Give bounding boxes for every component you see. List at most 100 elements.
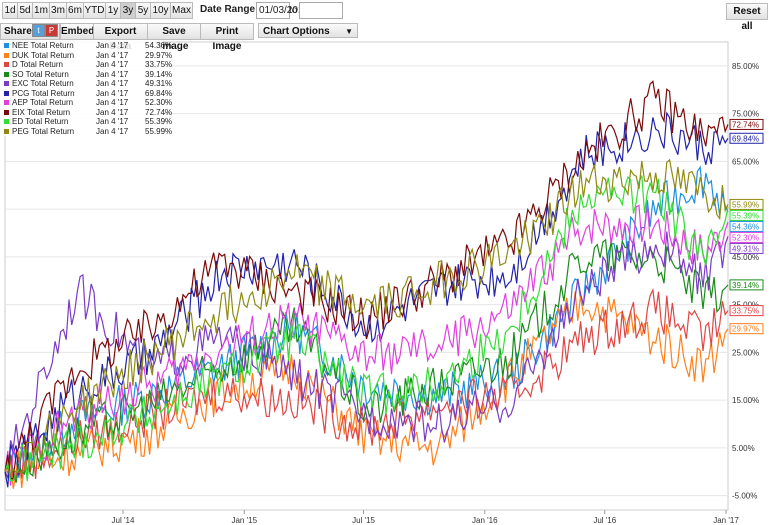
date-from-input[interactable]: 01/03/2014 xyxy=(256,2,309,19)
legend-series-name: EXC Total Return xyxy=(12,79,74,88)
legend-item[interactable]: SO Total Return Jan 4 '17 39.14% xyxy=(3,69,172,80)
end-value-label: 69.84% xyxy=(732,134,759,143)
legend-series-name: DUK Total Return xyxy=(12,50,75,60)
legend-swatch xyxy=(4,62,9,67)
y-tick-label: 25.00% xyxy=(732,348,759,357)
series-line xyxy=(4,237,729,483)
y-tick-label: 75.00% xyxy=(732,110,759,119)
legend-item[interactable]: ED Total Return Jan 4 '17 55.39% xyxy=(3,117,172,127)
y-tick-label: 5.00% xyxy=(732,444,755,453)
x-tick-label: Jan '15 xyxy=(231,516,257,525)
legend-item[interactable]: AEP Total Return Jan 4 '17 52.30% xyxy=(3,98,172,108)
end-value-box xyxy=(729,242,764,254)
legend-date: Jan 4 '17 xyxy=(96,88,129,98)
x-tick-label: Jul '15 xyxy=(352,516,375,525)
legend-date: Jan 4 '17 xyxy=(96,60,129,69)
legend-value: 72.74% xyxy=(145,107,173,117)
legend-series-name: ED Total Return xyxy=(12,117,69,126)
legend-series-name: NEE Total Return xyxy=(12,41,74,50)
series-line xyxy=(4,158,729,476)
legend-value: 52.30% xyxy=(145,98,173,107)
range-3m-button[interactable]: 3m xyxy=(49,2,67,19)
to-label: to xyxy=(289,5,298,16)
legend-value: 69.84% xyxy=(145,88,173,98)
legend-value: 55.39% xyxy=(145,117,173,126)
end-value-label: 39.14% xyxy=(732,281,759,290)
legend-value: 54.36% xyxy=(145,41,173,50)
y-tick-label: -5.00% xyxy=(732,492,757,501)
legend-item[interactable]: PCG Total Return Jan 4 '17 69.84% xyxy=(3,88,172,99)
series-line xyxy=(4,175,729,482)
date-to-input[interactable] xyxy=(299,2,343,19)
range-1y-button[interactable]: 1y xyxy=(105,2,121,19)
legend-series-name: D Total Return xyxy=(12,60,63,69)
legend-date: Jan 4 '17 xyxy=(96,107,129,117)
chart-legend: NEE Total Return Jan 4 '17 54.36% DUK Total… xyxy=(3,41,172,137)
legend-value: 39.14% xyxy=(145,69,173,79)
plot-frame xyxy=(4,41,729,511)
legend-value: 29.97% xyxy=(145,50,173,60)
pdf-icon[interactable]: P xyxy=(45,24,58,37)
end-value-label: 49.31% xyxy=(732,244,759,253)
legend-item[interactable]: D Total Return Jan 4 '17 33.75% xyxy=(3,60,172,70)
reset-all-button[interactable]: Reset all xyxy=(726,3,768,32)
legend-swatch xyxy=(4,100,9,105)
legend-series-name: AEP Total Return xyxy=(12,98,74,107)
legend-item[interactable]: NEE Total Return Jan 4 '17 54.36% xyxy=(3,41,172,51)
legend-series-name: EIX Total Return xyxy=(12,107,71,117)
legend-item[interactable]: PEG Total Return Jan 4 '17 55.99% xyxy=(3,126,172,137)
y-tick-label: 45.00% xyxy=(732,253,759,262)
end-value-box xyxy=(729,118,764,130)
embed-button[interactable]: Embed xyxy=(60,23,94,40)
end-value-box xyxy=(729,279,764,291)
range-toolbar: 1d 5d 1m 3m 6m YTD 1y 3y 5y 10y Max Date… xyxy=(0,0,770,32)
y-tick-label: 65.00% xyxy=(732,157,759,166)
legend-swatch xyxy=(4,128,9,134)
series-line xyxy=(4,291,729,489)
legend-value: 55.99% xyxy=(145,126,173,136)
legend-swatch xyxy=(4,71,9,77)
legend-series-name: PEG Total Return xyxy=(12,126,75,136)
legend-swatch xyxy=(4,52,9,58)
end-value-box xyxy=(729,198,764,210)
end-value-label: 33.75% xyxy=(732,307,759,316)
end-value-box xyxy=(729,132,764,144)
legend-series-name: SO Total Return xyxy=(12,69,69,79)
end-value-label: 55.39% xyxy=(732,211,759,220)
legend-date: Jan 4 '17 xyxy=(96,98,129,107)
y-tick-label: 15.00% xyxy=(732,396,759,405)
y-tick-label: 85.00% xyxy=(732,62,759,71)
save-image-button[interactable]: Save Image xyxy=(147,23,201,52)
x-tick-label: Jan '16 xyxy=(472,516,498,525)
series-line xyxy=(4,204,729,486)
x-tick-label: Jan '17 xyxy=(713,516,739,525)
legend-date: Jan 4 '17 xyxy=(96,69,129,79)
legend-date: Jan 4 '17 xyxy=(96,79,129,88)
end-value-label: 52.30% xyxy=(732,233,759,242)
legend-item[interactable]: EXC Total Return Jan 4 '17 49.31% xyxy=(3,79,172,89)
legend-item[interactable]: DUK Total Return Jan 4 '17 29.97% xyxy=(3,50,172,61)
end-value-box xyxy=(729,231,764,243)
chart-options-label: Chart Options xyxy=(263,26,330,37)
legend-value: 49.31% xyxy=(145,79,173,88)
end-value-box xyxy=(729,220,764,232)
end-value-label: 29.97% xyxy=(732,325,759,334)
print-image-button[interactable]: Print Image xyxy=(200,23,254,52)
legend-series-name: PCG Total Return xyxy=(12,88,75,98)
share-label: Share xyxy=(4,26,32,37)
twitter-icon[interactable]: t xyxy=(32,24,45,37)
legend-date: Jan 4 '17 xyxy=(96,41,129,50)
legend-date: Jan 4 '17 xyxy=(96,126,129,136)
end-value-label: 54.36% xyxy=(732,222,759,231)
x-tick-label: Jul '16 xyxy=(593,516,616,525)
range-max-button[interactable]: Max xyxy=(170,2,193,19)
date-range-label: Date Range xyxy=(200,4,256,15)
legend-swatch xyxy=(4,81,9,86)
legend-swatch xyxy=(4,90,9,96)
legend-swatch xyxy=(4,109,9,115)
legend-item[interactable]: EIX Total Return Jan 4 '17 72.74% xyxy=(3,107,172,118)
series-line xyxy=(4,231,729,481)
chart-options-dropdown[interactable]: Chart Options ▼ xyxy=(258,23,358,38)
legend-swatch xyxy=(4,43,9,48)
legend-swatch xyxy=(4,119,9,124)
